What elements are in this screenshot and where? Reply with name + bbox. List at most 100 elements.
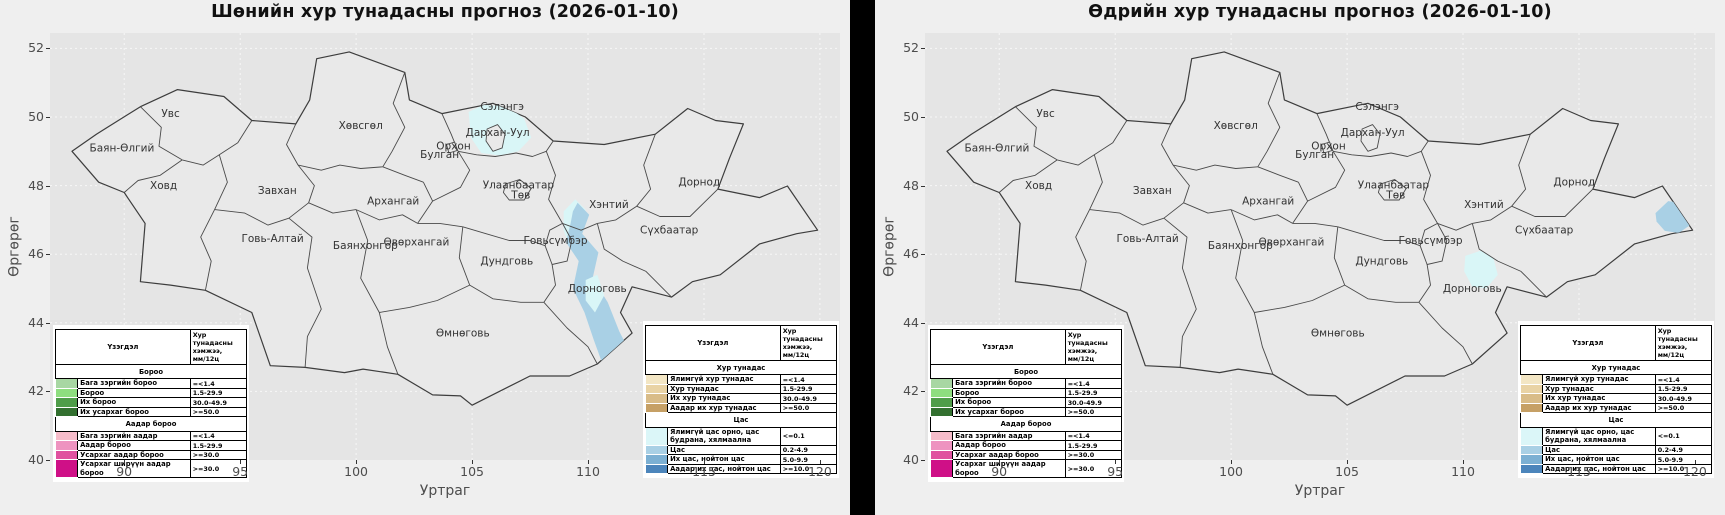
province-border [1163,202,1184,219]
province-label: Дархан-Уул [466,127,530,139]
province-border [382,72,406,168]
province-border [1337,226,1421,247]
legend-color-swatch [54,440,79,451]
x-tick-mark [1115,460,1117,464]
province-border [355,209,399,375]
legend-header-row: Үзэгдэл Хур тунадасны хэмжээ, мм/12ц [55,329,248,365]
x-axis-label: Уртраг [1294,483,1346,499]
province-label: Дорнод [678,177,720,189]
province-label: Завхан [1133,185,1172,197]
province-label: Говь-Алтай [1116,233,1178,245]
province-border [1254,284,1345,313]
province-border [543,264,556,303]
province-border [1015,106,1058,161]
legend-color-swatch [1519,383,1544,395]
legend-table-rain: Үзэгдэл Хур тунадасны хэмжээ, мм/12ц Бороо… [928,325,1124,483]
legend-color-swatch [644,454,669,465]
legend-header-phenomenon: Үзэгдэл [1520,325,1656,361]
forecast-overlay-snow-trace [585,274,605,313]
province-border [1420,151,1438,224]
legend-color-swatch [929,459,954,479]
province-border [1418,264,1431,303]
province-border [1161,123,1174,166]
x-tick-mark [472,460,474,464]
legend-section-title: Бороо [930,363,1122,380]
province-border [462,226,546,247]
province-border [379,284,470,313]
legend-value: 5.0-9.9 [1654,454,1713,465]
province-label: Дорнод [1553,177,1595,189]
legend-color-swatch [929,378,954,389]
legend-label: Бага зэргийн бороо [77,378,191,389]
x-tick-label: 90 [116,464,133,479]
legend-value: >=30.0 [1064,449,1123,461]
legend-value: 1.5-29.9 [779,383,838,395]
x-axis-label: Уртраг [419,483,471,499]
province-label: Төв [510,190,530,202]
legend-row: Аадар бороо 1.5-29.9 [54,440,248,451]
province-border [1163,217,1197,368]
y-tick-mark [921,185,925,187]
x-tick-mark [999,460,1001,464]
legend-value: =<1.4 [1064,430,1123,442]
legend-table-precip: Үзэгдэл Хур тунадасны хэмжээ, мм/12ц Хур т… [644,325,838,475]
legend-value: 30.0-49.9 [1064,397,1123,408]
province-label: Дорноговь [1443,283,1502,295]
legend-row: Ялимгүй хур тунадас =<1.4 [644,374,838,385]
province-border [1418,301,1473,365]
x-tick-mark [588,460,589,464]
legend-color-swatch [1519,393,1544,404]
legend-label: Их хур тунадас [667,393,781,404]
legend-value: >=50.0 [779,402,838,414]
legend-value: >=30.0 [1064,459,1123,479]
legend-header-amount: Хур тунадасны хэмжээ, мм/12ц [1654,325,1713,361]
legend-color-swatch [644,383,669,395]
legend-value: >=50.0 [1064,406,1123,418]
y-tick-mark [921,48,925,50]
province-border [502,179,532,201]
y-tick-mark [46,117,50,118]
panel-title: Өдрийн хур тунадасны прогноз (2026-01-10… [1088,2,1552,22]
legend-label: Бага зэргийн аадар [952,430,1066,442]
province-label: Баян-Өлгий [90,142,155,154]
x-tick-label: 115 [692,464,716,479]
province-border [1230,209,1293,224]
province-label: Өмнөговь [436,328,490,340]
y-tick-label: 42 [28,383,44,399]
legend-color-swatch [929,449,954,461]
legend-label: Аадар их хур тунадас [1542,402,1656,414]
legend-section-row: Хур тунадас [645,359,837,376]
province-border [355,209,418,224]
province-label: Увс [1036,108,1055,120]
province-label: Хөвсгөл [1214,120,1258,132]
y-tick-mark [46,322,50,324]
province-border [1471,223,1547,298]
legend-color-swatch [54,387,79,399]
province-label: Хэнтий [1464,199,1504,211]
legend-row: Ялимгүй цас орно, цас будрана, хялмаална… [1519,426,1713,446]
province-border [417,222,463,228]
legend-table-rain: Үзэгдэл Хур тунадасны хэмжээ, мм/12ц Бороо… [929,329,1123,479]
province-label: Өвөрхангай [1258,237,1324,249]
legend-header-row: Үзэгдэл Хур тунадасны хэмжээ, мм/12ц [930,329,1123,365]
legend-color-swatch [644,426,669,446]
legend-color-swatch [1519,444,1544,456]
legend-row: Хур тунадас 1.5-29.9 [1519,383,1713,395]
legend-color-swatch [54,459,79,479]
x-tick-label: 90 [991,464,1008,479]
province-label: Ховд [1025,180,1052,192]
y-tick-mark [46,185,50,187]
province-border [562,222,598,231]
legend-section-row: Цас [645,412,837,428]
province-border [1089,154,1103,210]
x-tick-mark [356,460,358,464]
legend-label: Их цас, нойтон цас [667,454,781,465]
legend-label: Аадар бороо [952,440,1066,451]
legend-row: Усархаг аадар бороо >=30.0 [54,449,248,461]
y-tick-mark [921,391,925,393]
y-tick-label: 44 [903,314,919,330]
legend-row: Аадар их хур тунадас >=50.0 [644,402,838,414]
legend-label: Усархаг ширүүн аадар бороо [952,459,1066,479]
legend-row: Аадар их цас, нойтон цас >=10.0 [1519,463,1713,475]
legend-label: Ялимгүй хур тунадас [667,374,781,385]
